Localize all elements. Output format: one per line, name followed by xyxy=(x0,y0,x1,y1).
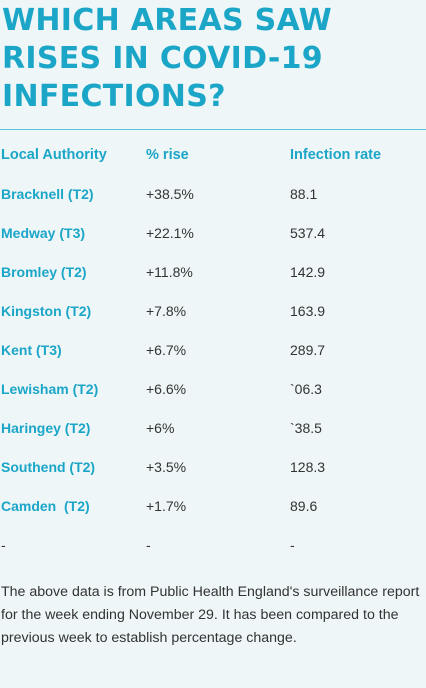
rise-cell: +3.5% xyxy=(146,459,187,475)
authority-cell: Camden (T2) xyxy=(1,498,90,514)
rise-cell: +6.6% xyxy=(146,381,187,397)
authority-cell: Bromley (T2) xyxy=(1,264,87,280)
authority-cell: Kingston (T2) xyxy=(1,303,92,319)
rise-cell: +38.5% xyxy=(146,186,194,202)
rise-cell: +22.1% xyxy=(146,225,194,241)
rate-cell: `06.3 xyxy=(290,381,322,397)
table-row: Bracknell (T2) +38.5% 88.1 xyxy=(0,175,426,214)
rate-cell: 142.9 xyxy=(290,264,326,280)
table-row: Medway (T3) +22.1% 537.4 xyxy=(0,214,426,253)
authority-cell: Lewisham (T2) xyxy=(1,381,99,397)
table-row: Haringey (T2) +6% `38.5 xyxy=(0,409,426,448)
column-header-percent-rise: % rise xyxy=(146,147,189,163)
rise-cell: +6% xyxy=(146,420,175,436)
rate-cell: 88.1 xyxy=(290,186,318,202)
column-header-local-authority: Local Authority xyxy=(1,147,107,163)
rate-cell: 89.6 xyxy=(290,498,318,514)
rate-cell: `38.5 xyxy=(290,420,322,436)
rate-cell: 163.9 xyxy=(290,303,326,319)
table-row: Southend (T2) +3.5% 128.3 xyxy=(0,448,426,487)
rise-cell: +6.7% xyxy=(146,342,187,358)
rate-cell: 289.7 xyxy=(290,342,326,358)
authority-cell: Medway (T3) xyxy=(1,225,86,241)
rate-cell: 537.4 xyxy=(290,225,326,241)
column-header-infection-rate: Infection rate xyxy=(290,147,382,163)
authority-cell: Bracknell (T2) xyxy=(1,186,94,202)
title-divider xyxy=(0,129,426,130)
rate-cell: 128.3 xyxy=(290,459,326,475)
table-row: Kent (T3) +6.7% 289.7 xyxy=(0,331,426,370)
source-note: The above data is from Public Health Eng… xyxy=(1,584,420,646)
table-header-row: Local Authority % rise Infection rate xyxy=(0,136,426,175)
table-row: Camden (T2) +1.7% 89.6 xyxy=(0,487,426,526)
authority-cell: Kent (T3) xyxy=(1,342,62,358)
table-row: Bromley (T2) +11.8% 142.9 xyxy=(0,253,426,292)
authority-cell: - xyxy=(1,537,6,553)
table-row: Lewisham (T2) +6.6% `06.3 xyxy=(0,370,426,409)
table-row: - - - xyxy=(0,526,426,565)
rise-cell: - xyxy=(146,537,151,553)
authority-cell: Haringey (T2) xyxy=(1,420,91,436)
page-title: WHICH AREAS SAW RISES IN COVID-19 INFECT… xyxy=(2,3,333,114)
authority-cell: Southend (T2) xyxy=(1,459,96,475)
rise-cell: +7.8% xyxy=(146,303,187,319)
infection-table: Local Authority % rise Infection rate Br… xyxy=(0,136,426,565)
rise-cell: +1.7% xyxy=(146,498,187,514)
rise-cell: +11.8% xyxy=(146,264,193,280)
rate-cell: - xyxy=(290,537,295,553)
table-row: Kingston (T2) +7.8% 163.9 xyxy=(0,292,426,331)
